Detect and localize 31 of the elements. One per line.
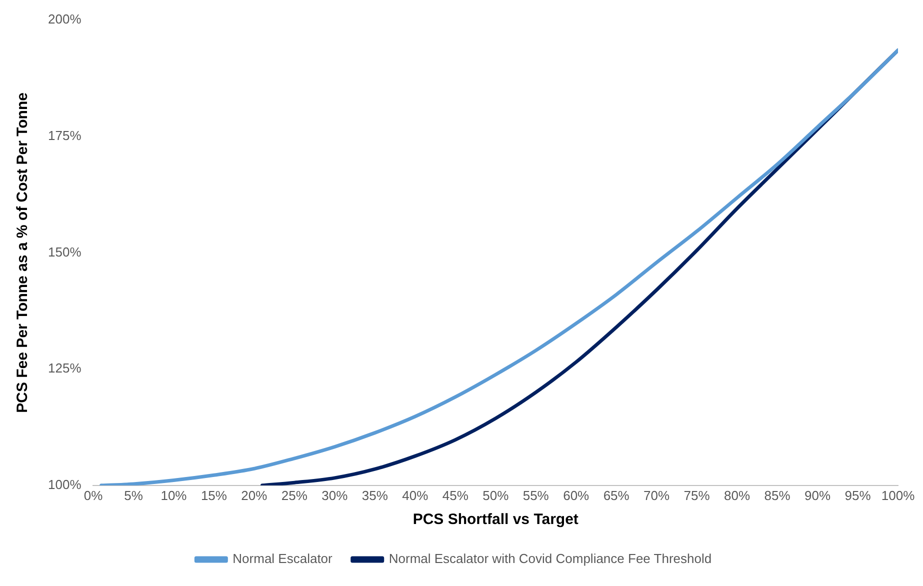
y-tick-label: 100% [48,476,82,492]
x-tick-label: 80% [724,488,750,503]
x-tick-label: 20% [241,488,268,503]
x-tick-label: 50% [482,488,510,503]
y-tick-label: 150% [48,244,82,260]
x-tick-label: 10% [160,488,188,503]
x-tick-label: 95% [844,488,872,503]
legend-label: Normal Escalator [232,551,334,566]
x-tick-label: 90% [804,488,831,503]
x-tick-label: 70% [644,488,670,503]
legend-label: Normal Escalator with Covid Compliance Fee Threshold [388,551,712,566]
line-series [100,48,898,486]
x-tick-label: 85% [764,488,791,503]
x-axis-title: PCS Shortfall vs Target [412,511,578,528]
x-tick-label: 40% [402,488,429,503]
x-tick-label: 30% [322,488,348,503]
x-tick-label: 35% [362,488,388,503]
y-axis-title: PCS Fee Per Tonne as a % of Cost Per Tonne [14,92,32,413]
x-tick-label: 60% [563,488,590,503]
x-tick-label: 55% [522,488,550,503]
x-tick-label: 75% [684,488,710,503]
y-tick-label: 125% [48,360,82,376]
x-tick-label: 65% [603,488,630,503]
y-tick-label: 175% [48,128,82,143]
x-tick-label: 5% [124,488,144,503]
y-tick-label: 200% [48,12,82,27]
x-tick-label: 0% [84,488,104,503]
x-tick-label: 100% [881,488,916,503]
x-tick-label: 25% [281,488,308,503]
x-tick-label: 15% [200,488,228,503]
x-tick-label: 45% [442,488,469,503]
